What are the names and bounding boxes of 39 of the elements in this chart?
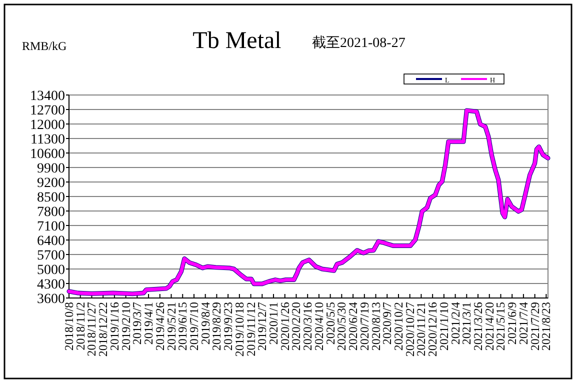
y-tick-label: 5000 [37, 263, 65, 278]
x-tick-label: 2020/11/21 [414, 302, 428, 356]
y-tick-label: 9900 [37, 162, 65, 176]
chart-subtitle: 截至2021-08-27 [312, 35, 406, 51]
x-tick-label: 2018/11/2 [73, 302, 88, 350]
x-tick-label: 2019/5/21 [164, 302, 178, 351]
x-tick-label: 2019/2/10 [118, 302, 133, 351]
x-tick-label: 2019/8/4 [198, 302, 212, 345]
x-tick-label: 2019/12/7 [255, 302, 270, 351]
x-tick-label: 2021/3/1 [460, 302, 474, 345]
x-tick-label: 2020/10/27 [402, 302, 417, 357]
y-tick-label: 3600 [37, 292, 65, 307]
chart-title: Tb Metal [192, 28, 282, 54]
x-tick-label: 2019/3/7 [130, 302, 144, 345]
y-tick-label: 12700 [30, 104, 65, 118]
y-tick-label: 13400 [30, 89, 65, 104]
x-tick-label: 2018/10/8 [62, 302, 76, 351]
y-tick-label: 7800 [37, 205, 65, 220]
y-axis-title: RMB/kG [22, 39, 68, 53]
y-tick-label: 4300 [37, 278, 65, 292]
x-tick-label: 2020/2/20 [289, 302, 304, 351]
y-tick-label: 8500 [37, 190, 65, 206]
x-tick-label: 2018/11/27 [84, 302, 99, 356]
y-tick-label: 7100 [37, 220, 65, 234]
x-tick-label: 2019/11/12 [244, 302, 258, 356]
y-tick-label: 9200 [37, 176, 65, 191]
x-tick-label: 2021/5/15 [494, 302, 508, 351]
x-tick-label: 2021/7/29 [528, 302, 542, 351]
x-tick-label: 2020/8/13 [368, 302, 383, 351]
y-tick-label: 11300 [30, 132, 65, 148]
x-tick-label: 2020/5/30 [334, 302, 349, 351]
x-tick-label: 2021/8/23 [539, 302, 554, 351]
x-tick-label: 2019/8/29 [210, 302, 224, 351]
y-tick-label: 10600 [30, 147, 65, 162]
y-tick-label: 5700 [37, 248, 65, 264]
x-tick-label: 2021/2/4 [448, 302, 462, 345]
x-tick-label: 2020/5/5 [323, 302, 338, 345]
y-tick-label: 12000 [30, 118, 65, 133]
y-tick-label: 6400 [37, 234, 65, 249]
